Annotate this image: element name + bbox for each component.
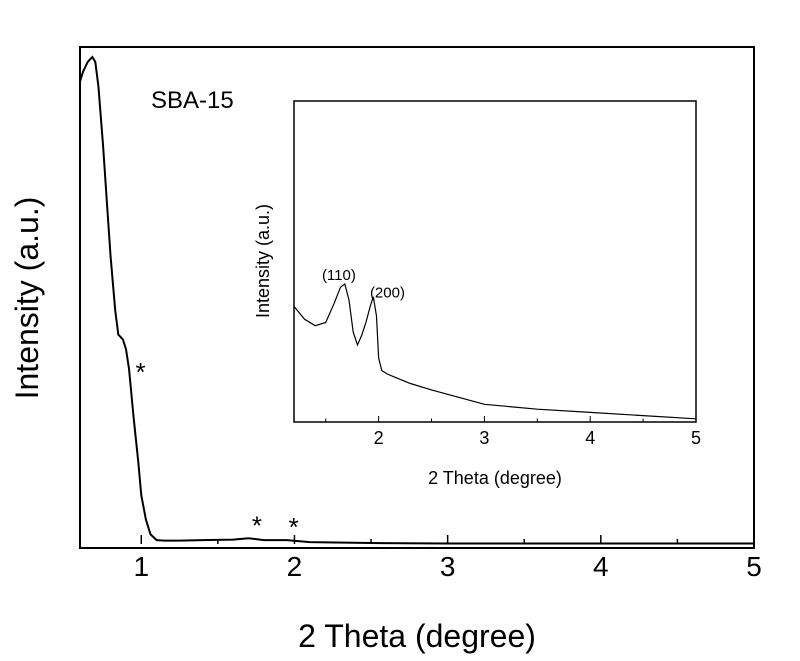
peak-marker: *: [135, 357, 145, 387]
main-peak-markers: * * *: [135, 357, 298, 542]
x-tick-label: 3: [479, 428, 489, 448]
inset-chart: 2 3 4 5 (110) (200) 2 Theta (degree) Intensi…: [253, 100, 701, 488]
inset-series-line: [293, 282, 697, 420]
main-chart: 1 2 3 4 5 * * * SBA-15 2 Theta (degree) Intens…: [9, 46, 762, 654]
x-tick-label: 1: [133, 551, 149, 582]
peak-marker: *: [252, 510, 262, 540]
x-tick-label: 5: [746, 551, 762, 582]
main-x-axis-label: 2 Theta (degree): [298, 618, 536, 654]
x-tick-label: 4: [593, 551, 609, 582]
x-tick-label: 2: [374, 428, 384, 448]
inset-y-axis-label: Intensity (a.u.): [253, 204, 273, 318]
main-x-tick-labels: 1 2 3 4 5: [133, 551, 761, 582]
main-series-line: [79, 55, 754, 545]
inset-x-tick-labels: 2 3 4 5: [374, 428, 701, 448]
main-plot-frame: [79, 46, 755, 549]
x-tick-label: 4: [585, 428, 595, 448]
inset-plot-frame: [293, 100, 697, 423]
x-tick-label: 3: [440, 551, 456, 582]
inset-x-axis-label: 2 Theta (degree): [428, 468, 562, 488]
inset-x-ticks: [325, 416, 697, 422]
x-tick-label: 5: [691, 428, 701, 448]
sample-label: SBA-15: [151, 87, 234, 114]
inset-peak-labels: (110) (200): [322, 267, 405, 302]
peak-marker: *: [289, 512, 299, 542]
x-tick-label: 2: [287, 551, 303, 582]
main-y-axis-label: Intensity (a.u.): [9, 197, 45, 400]
peak-index-label: (110): [322, 267, 356, 284]
peak-index-label: (200): [370, 285, 405, 302]
